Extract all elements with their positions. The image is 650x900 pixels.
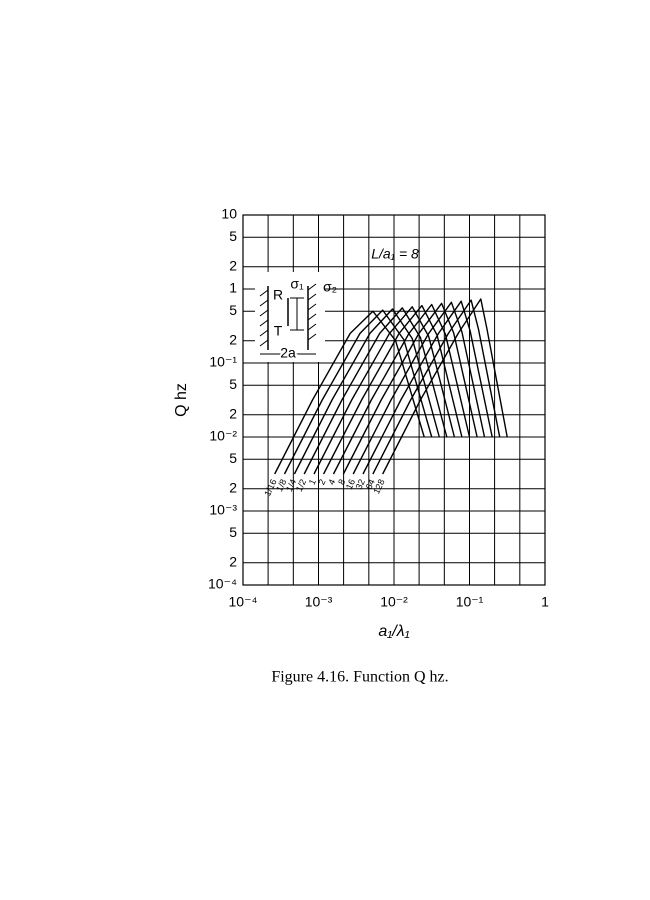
x-tick-label: 1: [541, 594, 549, 610]
y-tick-label: 10⁻¹: [209, 354, 237, 370]
curve-label: 4: [326, 478, 337, 487]
inset-label: 2a: [280, 345, 296, 361]
annotation: L/a₁ = 8: [371, 246, 419, 262]
curve-label: 2: [316, 478, 327, 487]
curve: [372, 299, 501, 475]
y-tick-label: 10⁻³: [209, 502, 237, 518]
caption: Figure 4.16. Function Q hz.: [271, 669, 448, 686]
y-tick-label: 5: [229, 524, 237, 540]
y-tick-label: 5: [229, 450, 237, 466]
y-tick-label: 10: [221, 206, 237, 222]
curve: [313, 306, 456, 475]
curve-label: 1/4: [284, 478, 298, 494]
curve-label: 1/2: [294, 478, 308, 494]
curve: [283, 309, 433, 475]
y-tick-label: 2: [229, 405, 237, 421]
inset-label: T: [274, 323, 283, 339]
curve: [352, 301, 486, 475]
y-tick-label: 1: [229, 280, 237, 296]
x-tick-label: 10⁻⁴: [229, 594, 258, 610]
inset-label: σ₂: [323, 279, 337, 295]
inset-box: [255, 272, 325, 362]
curve-label: 1/8: [274, 478, 288, 494]
curve-label: 16: [344, 478, 357, 491]
curve: [362, 300, 493, 475]
y-tick-label: 2: [229, 331, 237, 347]
y-axis-label: Q hz: [173, 383, 190, 417]
y-tick-label: 2: [229, 257, 237, 273]
y-tick-label: 2: [229, 479, 237, 495]
y-tick-label: 5: [229, 228, 237, 244]
curve: [322, 304, 463, 475]
y-tick-label: 5: [229, 376, 237, 392]
x-tick-label: 10⁻³: [305, 594, 333, 610]
x-axis-label: a₁/λ₁: [378, 623, 409, 640]
curve-label: 1: [307, 478, 318, 487]
x-tick-label: 10⁻²: [380, 594, 408, 610]
hatching: [259, 283, 317, 347]
inset: R T σ₁ σ₂ 2a: [255, 272, 337, 363]
y-tick-label: 5: [229, 302, 237, 318]
inset-label: σ₁: [290, 276, 304, 292]
inset-label: R: [273, 287, 283, 303]
curve-label: 32: [354, 478, 367, 491]
curve-label: 64: [364, 478, 377, 491]
curve-label: 8: [336, 478, 347, 487]
curve: [274, 310, 425, 475]
y-tick-label: 2: [229, 553, 237, 569]
curve: [303, 307, 448, 475]
curve: [382, 298, 508, 475]
y-tick-label: 10⁻⁴: [208, 576, 237, 592]
y-tick-label: 10⁻²: [209, 428, 237, 444]
x-tick-label: 10⁻¹: [456, 594, 484, 610]
curve: [332, 303, 471, 475]
curve: [342, 302, 478, 475]
